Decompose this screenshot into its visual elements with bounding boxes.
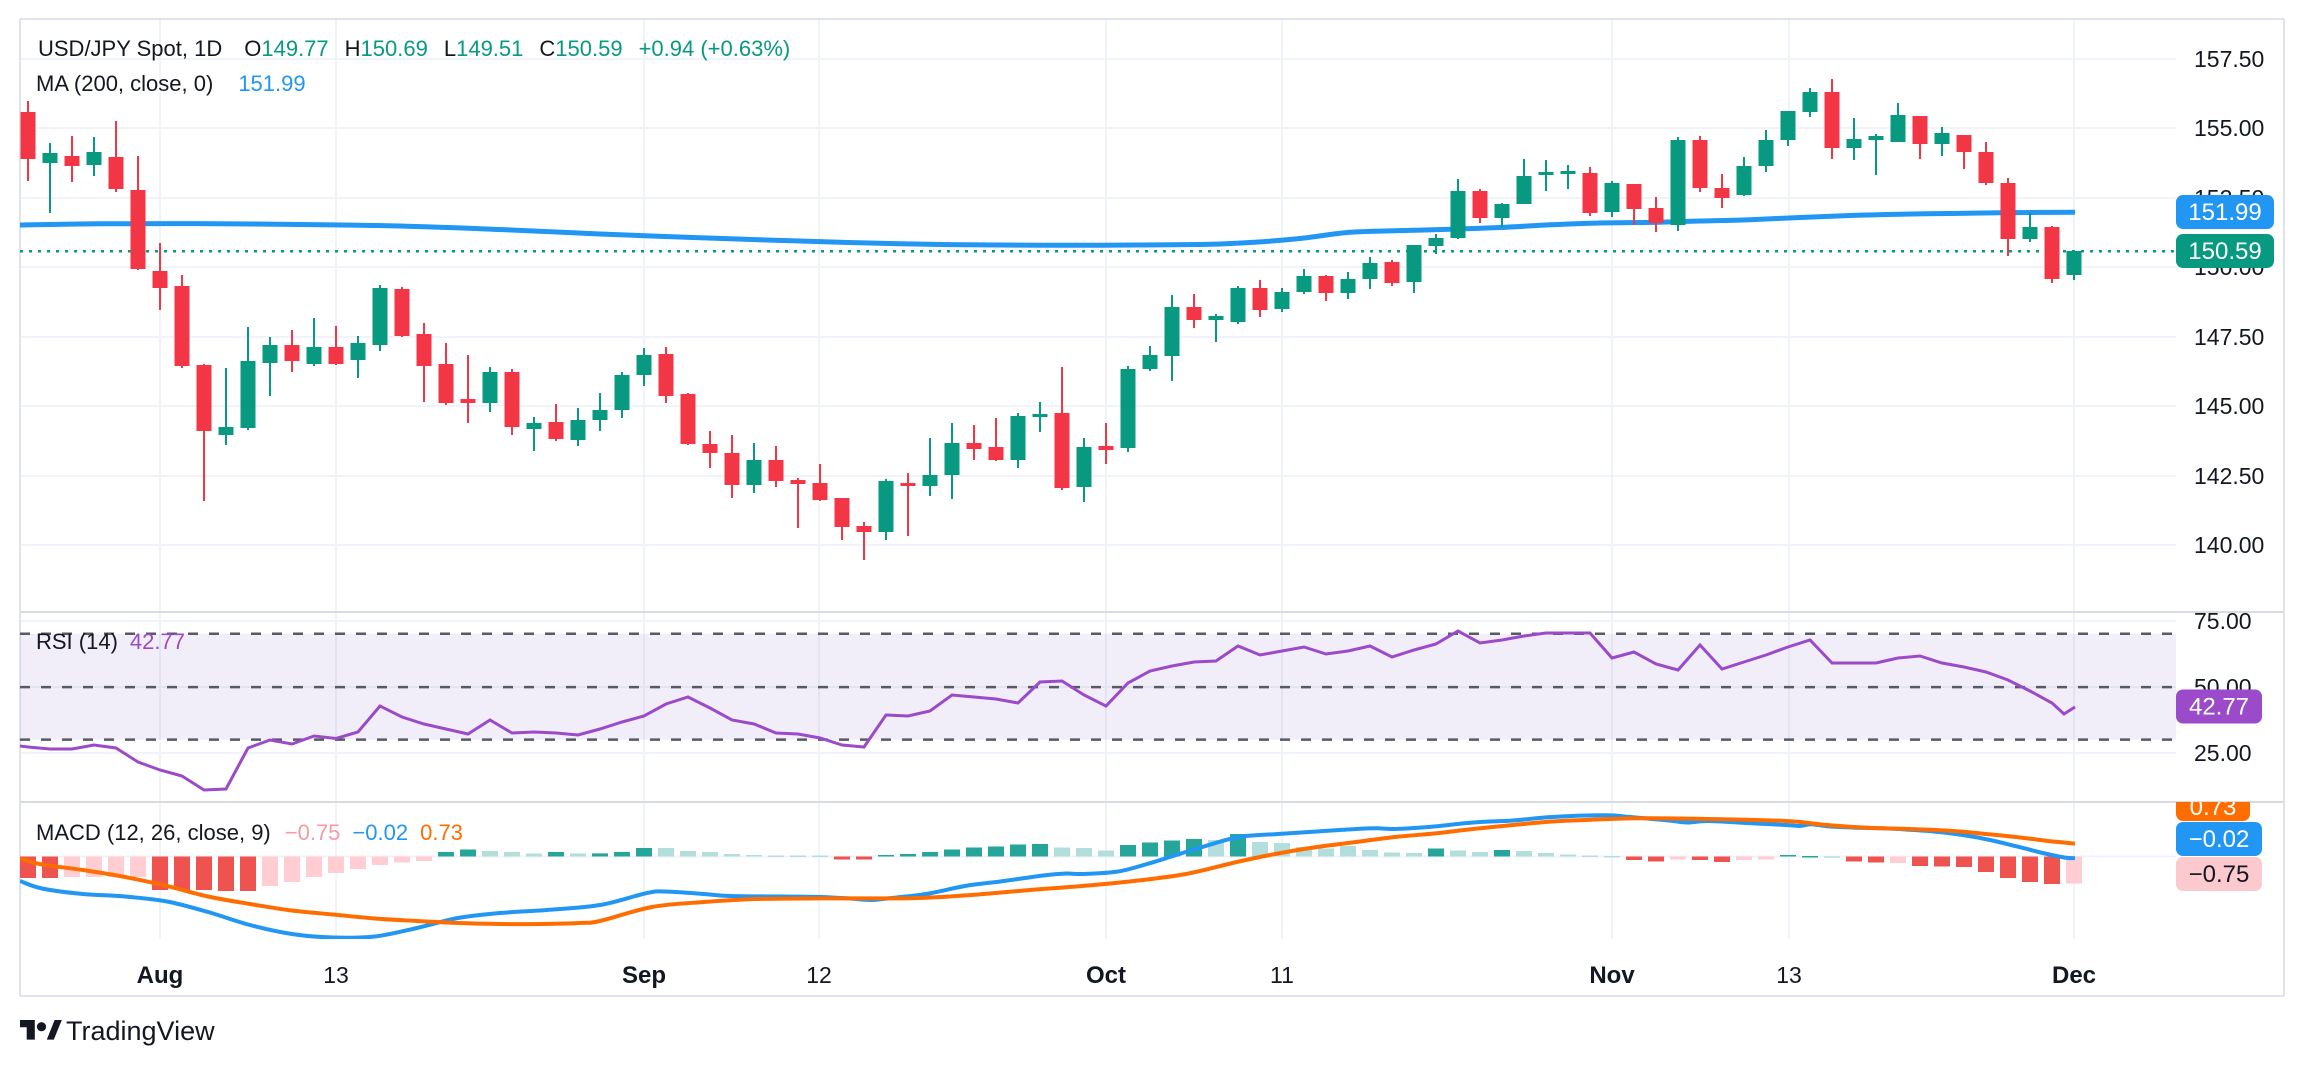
svg-text:Oct: Oct	[1086, 962, 1126, 989]
svg-text:75.00: 75.00	[2194, 608, 2252, 634]
svg-text:−0.75: −0.75	[2189, 861, 2250, 888]
svg-text:−0.02: −0.02	[2189, 826, 2250, 853]
svg-text:Sep: Sep	[622, 962, 666, 989]
svg-text:Dec: Dec	[2052, 962, 2096, 989]
svg-text:12: 12	[806, 962, 832, 988]
svg-text:145.00: 145.00	[2194, 393, 2264, 419]
svg-text:Nov: Nov	[1589, 962, 1635, 989]
svg-text:155.00: 155.00	[2194, 115, 2264, 141]
svg-text:140.00: 140.00	[2194, 532, 2264, 558]
svg-text:TradingView: TradingView	[66, 1016, 215, 1046]
svg-text:25.00: 25.00	[2194, 740, 2252, 766]
svg-text:11: 11	[1270, 962, 1294, 988]
svg-text:0.73: 0.73	[2190, 794, 2237, 821]
svg-text:MACD (12, 26, close, 9)−0.75−0: MACD (12, 26, close, 9) −0.75 −0.02 0.73	[36, 820, 463, 845]
svg-text:13: 13	[323, 962, 349, 988]
svg-text:151.99: 151.99	[2188, 199, 2261, 226]
svg-text:142.50: 142.50	[2194, 463, 2264, 489]
svg-text:42.77: 42.77	[2189, 694, 2249, 721]
svg-text:Aug: Aug	[137, 962, 184, 989]
svg-text:150.59: 150.59	[2188, 238, 2261, 265]
svg-text:157.50: 157.50	[2194, 46, 2264, 72]
svg-text:13: 13	[1776, 962, 1802, 988]
svg-text:MA (200, close, 0)151.99: MA (200, close, 0) 151.99	[36, 71, 306, 96]
svg-text:147.50: 147.50	[2194, 324, 2264, 350]
svg-text:RSI (14)42.77: RSI (14) 42.77	[36, 629, 185, 654]
